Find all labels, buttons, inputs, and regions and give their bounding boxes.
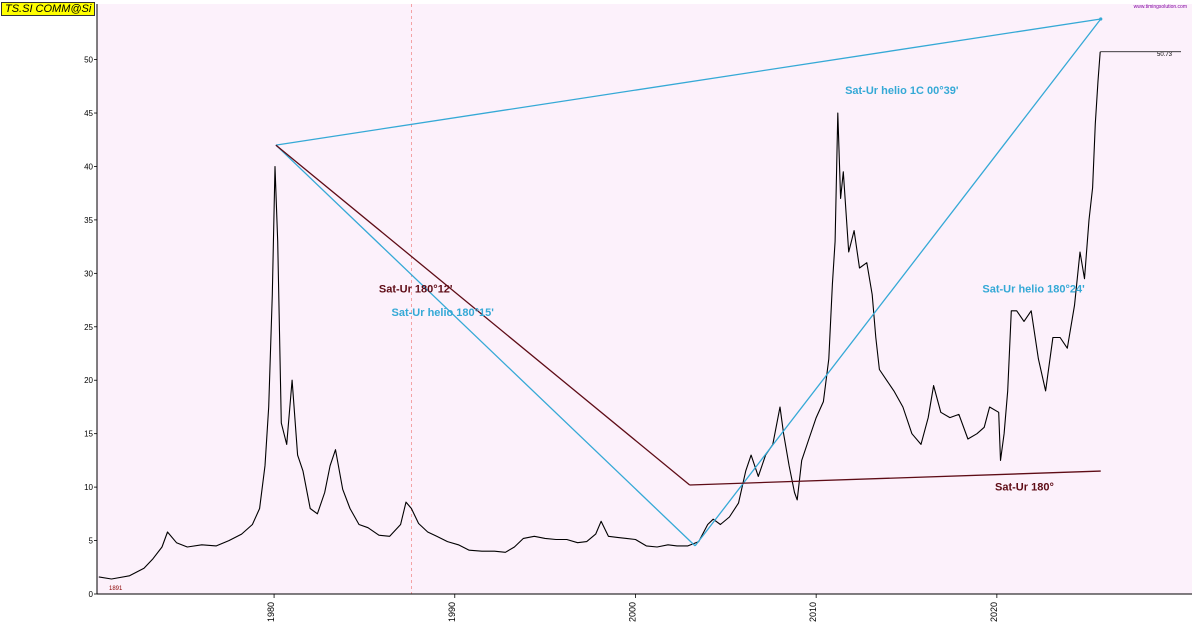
overlay-label: Sat-Ur 180° <box>995 481 1054 493</box>
y-tick-label: 10 <box>84 483 93 492</box>
x-tick-label: 2000 <box>627 602 637 622</box>
y-tick-label: 5 <box>89 537 94 546</box>
y-tick-label: 25 <box>84 323 93 332</box>
y-tick-label: 40 <box>84 162 93 171</box>
overlay-label: Sat-Ur 180°12' <box>379 284 453 296</box>
credit-text: www.timingsolution.com <box>1134 4 1187 10</box>
y-tick-label: 45 <box>84 109 93 118</box>
overlay-label: Sat-Ur helio 180°15' <box>392 307 495 319</box>
start-year-label: 1891 <box>109 586 123 592</box>
overlay-line <box>275 18 1101 146</box>
x-tick-label: 2020 <box>989 602 999 622</box>
y-tick-label: 15 <box>84 430 93 439</box>
y-tick-label: 35 <box>84 216 93 225</box>
overlay-line <box>694 18 1102 547</box>
symbol-badge: TS.SI COMM@Si <box>1 2 96 16</box>
x-tick-label: 2010 <box>808 602 818 622</box>
overlay-label: Sat-Ur helio 1C 00°39' <box>845 85 959 97</box>
y-tick-label: 20 <box>84 376 93 385</box>
peak-anchor-point <box>1099 17 1103 21</box>
y-tick-label: 50 <box>84 56 93 65</box>
overlay-line <box>275 144 696 547</box>
x-tick-label: 1980 <box>266 602 276 622</box>
overlay-line <box>275 144 691 486</box>
x-tick-label: 1990 <box>447 602 457 622</box>
overlay-line <box>689 470 1101 486</box>
last-value-label: 50.73 <box>1157 52 1173 58</box>
overlay-label: Sat-Ur helio 180°24' <box>982 284 1085 296</box>
plot-background <box>97 4 1192 594</box>
y-tick-label: 30 <box>84 269 93 278</box>
y-tick-label: 0 <box>89 590 94 599</box>
